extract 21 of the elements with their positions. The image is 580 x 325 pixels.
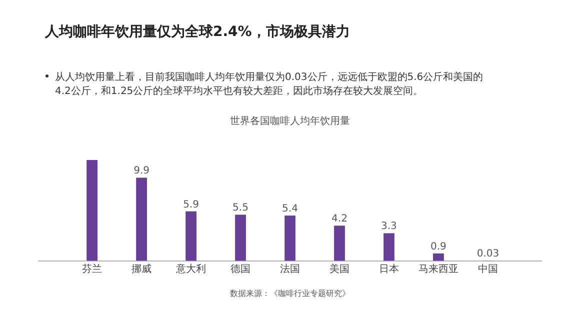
- data-label: 5.9: [183, 199, 199, 210]
- data-label: 5.5: [232, 202, 248, 214]
- x-tick-label: 中国: [478, 263, 498, 275]
- x-tick-label: 芬兰: [82, 263, 102, 275]
- x-tick-label: 法国: [280, 263, 300, 275]
- text: 世界各国咖啡人均年饮用量: [230, 115, 350, 127]
- data-label: 5.4: [282, 204, 298, 215]
- chart-subtitle: 从人均饮用量上看，目前我国咖啡人均年饮用量仅为0.03公斤，远远低于欧盟的5.6公斤和美国的4.2公斤，和1.25公斤的全球平均水平也有较大差距，因此市场存在较大发展空间。: [55, 71, 484, 97]
- x-tick-label: 意大利: [175, 263, 206, 275]
- x-tick-label: 挪威: [132, 263, 152, 275]
- chart-title: 人均咖啡年饮用量仅为全球2.4%，市场极具潜力: [44, 23, 350, 40]
- data-label: 0.9: [430, 241, 446, 252]
- data-label: 9.9: [134, 166, 150, 177]
- x-tick-label: 日本: [378, 263, 399, 275]
- data-label: 3.3: [381, 221, 397, 232]
- data-label: 4.2: [332, 214, 348, 225]
- x-tick-label: 马来西亚: [418, 263, 458, 275]
- source-note: 数据来源：《咖啡行业专题研究》: [230, 289, 350, 298]
- data-label: 0.03: [476, 248, 500, 260]
- x-tick-label: 德国: [230, 264, 251, 275]
- x-tick-label: 美国: [329, 263, 350, 275]
